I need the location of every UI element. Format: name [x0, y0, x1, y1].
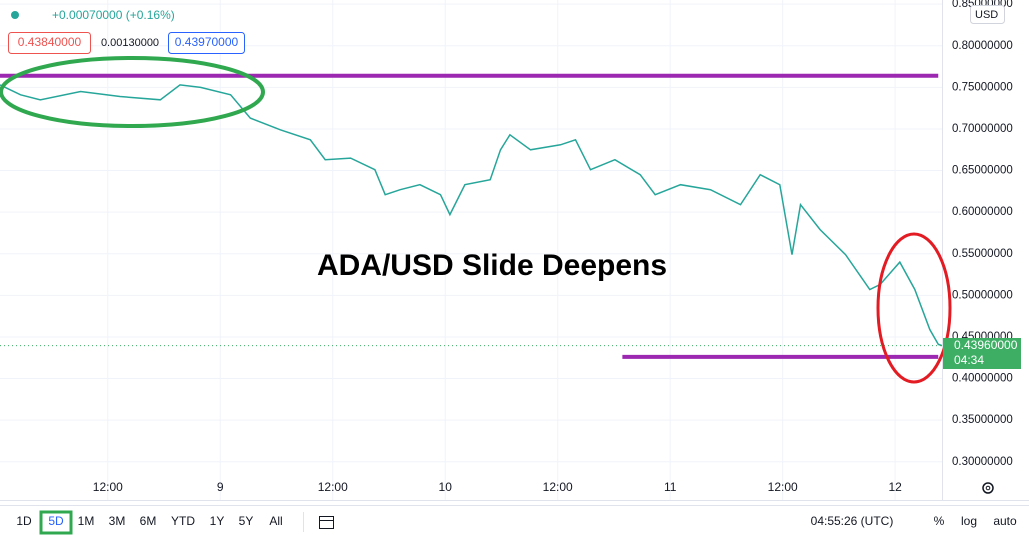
- spread-value: 0.00130000: [101, 37, 159, 49]
- clock: 04:55:26 (UTC): [811, 514, 894, 528]
- y-tick-label: 0.60000000: [952, 206, 1013, 218]
- active-range-box: [39, 510, 73, 535]
- y-tick-label: 0.70000000: [952, 123, 1013, 135]
- x-tick-label: 9: [217, 480, 224, 494]
- x-tick-label: 11: [664, 480, 677, 494]
- y-tick-label: 0.40000000: [952, 373, 1013, 385]
- range-button[interactable]: 5Y: [239, 514, 254, 528]
- y-tick-label: 0.50000000: [952, 289, 1013, 301]
- y-tick-label: 0.30000000: [952, 456, 1013, 468]
- range-button[interactable]: 1Y: [210, 514, 225, 528]
- highlight-ellipse: [876, 232, 952, 384]
- x-tick-label: 12:00: [93, 480, 123, 494]
- low-value: 0.43840000: [18, 35, 82, 49]
- low-box: [8, 32, 91, 54]
- y-tick-label: 0.75000000: [952, 81, 1013, 93]
- countdown: 04:34: [954, 353, 984, 367]
- scale-option[interactable]: %: [934, 514, 945, 528]
- price-line: [0, 84, 943, 347]
- x-tick-label: 12:00: [768, 480, 798, 494]
- currency-button[interactable]: [970, 5, 1005, 24]
- chart-title: ADA/USD Slide Deepens: [317, 249, 667, 282]
- currency[interactable]: USD: [975, 9, 998, 21]
- status-dot: [11, 11, 19, 19]
- highlight-ellipse: [0, 56, 265, 128]
- x-tick-label: 12: [888, 480, 902, 494]
- last-price: 0.43960000: [954, 338, 1018, 352]
- plot: [0, 73, 943, 359]
- x-tick-label: 10: [439, 480, 453, 494]
- settings-icon[interactable]: [982, 482, 994, 494]
- toolbar: 1D 5D 1M 3M 6M YTD 1Y 5Y All% log auto: [16, 510, 1017, 535]
- grid: [0, 0, 942, 500]
- high-box: [168, 32, 245, 54]
- range-button[interactable]: 5D: [48, 514, 64, 528]
- scale-option[interactable]: log: [961, 514, 977, 528]
- y-tick-label: 0.55000000: [952, 248, 1013, 260]
- high-value: 0.43970000: [175, 35, 239, 49]
- last-price-box: [943, 338, 1021, 369]
- x-tick-label: 12:00: [318, 480, 348, 494]
- range-button[interactable]: 1D: [16, 514, 32, 528]
- scale-option[interactable]: auto: [993, 514, 1017, 528]
- range-button[interactable]: 6M: [140, 514, 157, 528]
- y-tick-label: 0.65000000: [952, 165, 1013, 177]
- y-tick-label: 0.35000000: [952, 414, 1013, 426]
- date-range-icon[interactable]: [319, 516, 334, 529]
- range-button[interactable]: 3M: [109, 514, 126, 528]
- range-button[interactable]: All: [269, 514, 282, 528]
- x-tick-label: 12:00: [543, 480, 573, 494]
- y-tick-label: 0.80000000: [952, 40, 1013, 52]
- range-button[interactable]: YTD: [171, 514, 195, 528]
- price-change: +0.00070000 (+0.16%): [52, 8, 175, 22]
- range-button[interactable]: 1M: [78, 514, 95, 528]
